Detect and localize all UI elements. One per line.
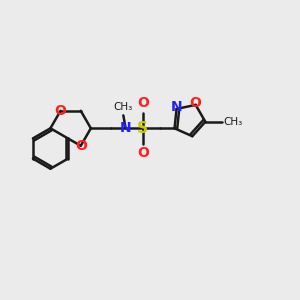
Text: O: O <box>75 139 87 153</box>
Text: CH₃: CH₃ <box>223 117 242 127</box>
Text: CH₃: CH₃ <box>114 102 133 112</box>
Text: O: O <box>137 146 149 161</box>
Text: O: O <box>190 96 202 110</box>
Text: S: S <box>137 121 148 136</box>
Text: O: O <box>137 96 149 110</box>
Text: N: N <box>171 100 182 114</box>
Text: O: O <box>55 104 67 118</box>
Text: N: N <box>120 121 131 135</box>
